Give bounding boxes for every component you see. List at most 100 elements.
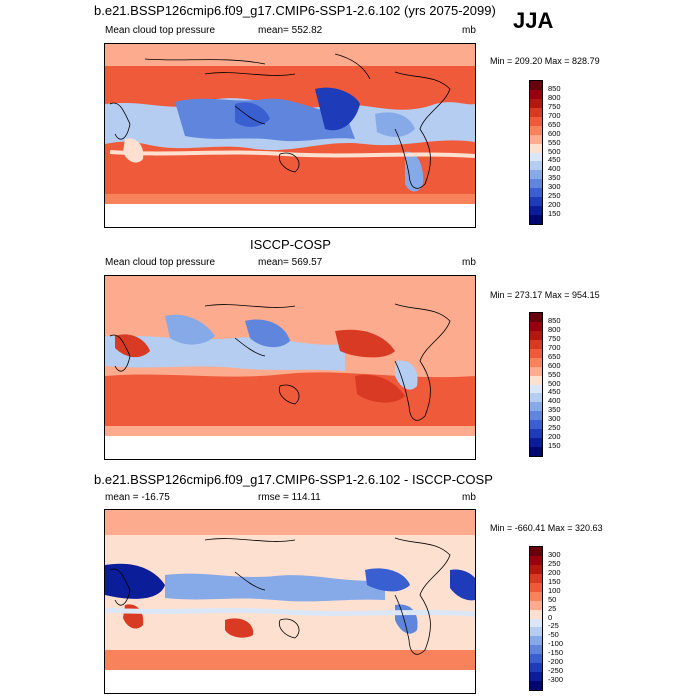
panel-1-title: b.e21.BSSP126cmip6.f09_g17.CMIP6-SSP1-2.…: [94, 3, 496, 18]
colorbar-swatch: [530, 582, 542, 592]
panel-1-map-field: [105, 44, 475, 227]
panel-1-units: mb: [462, 25, 476, 36]
colorbar-swatch: [530, 645, 542, 655]
panel-1-colorbar-labels: 850 800 750 700 650 600 550 500 450 400 350 300 250 2…: [548, 80, 588, 225]
colorbar-tick-label: 850: [548, 315, 561, 325]
colorbar-tick-label: 650: [548, 351, 561, 361]
colorbar-swatch: [530, 547, 542, 556]
colorbar-swatch: [530, 215, 542, 224]
colorbar-tick-label: 150: [548, 441, 561, 451]
colorbar-tick-label: 400: [548, 164, 561, 174]
panel-2-units: mb: [462, 257, 476, 268]
colorbar-tick-label: 400: [548, 396, 561, 406]
colorbar-swatch: [530, 393, 542, 403]
colorbar-swatch: [530, 420, 542, 430]
colorbar-swatch: [530, 600, 542, 610]
panel-2-title: ISCCP-COSP: [250, 237, 331, 252]
colorbar-tick-label: 300: [548, 414, 561, 424]
colorbar-swatch: [530, 564, 542, 574]
colorbar-swatch: [530, 654, 542, 664]
colorbar-tick-label: 150: [548, 209, 561, 219]
panel-3-minmax: Min = -660.41 Max = 320.63: [490, 523, 603, 533]
panel-3-title: b.e21.BSSP126cmip6.f09_g17.CMIP6-SSP1-2.…: [94, 472, 493, 487]
colorbar-tick-label: 200: [548, 432, 561, 442]
colorbar-tick-label: 800: [548, 92, 561, 102]
colorbar-tick-label: 600: [548, 360, 561, 370]
panel-2-variable-label: Mean cloud top pressure: [105, 257, 216, 268]
colorbar-swatch: [530, 107, 542, 117]
panel-1-minmax: Min = 209.20 Max = 828.79: [490, 56, 600, 66]
panel-3-map-field: [105, 510, 475, 693]
colorbar-tick-label: 0: [548, 612, 553, 622]
colorbar-swatch: [530, 125, 542, 135]
colorbar-tick-label: 600: [548, 128, 561, 138]
colorbar-swatch: [530, 170, 542, 180]
panel-3-colorbar: [529, 546, 543, 691]
colorbar-swatch: [530, 89, 542, 99]
colorbar-swatch: [530, 573, 542, 583]
colorbar-swatch: [530, 357, 542, 367]
colorbar-tick-label: -300: [548, 675, 564, 685]
colorbar-swatch: [530, 313, 542, 322]
colorbar-swatch: [530, 366, 542, 376]
colorbar-swatch: [530, 197, 542, 207]
colorbar-swatch: [530, 447, 542, 456]
colorbar-tick-label: 250: [548, 191, 561, 201]
colorbar-swatch: [530, 384, 542, 394]
colorbar-tick-label: 800: [548, 324, 561, 334]
colorbar-swatch: [530, 81, 542, 90]
panel-2-minmax: Min = 273.17 Max = 954.15: [490, 290, 600, 300]
colorbar-swatch: [530, 663, 542, 673]
colorbar-tick-label: 500: [548, 378, 561, 388]
colorbar-tick-label: 750: [548, 333, 561, 343]
colorbar-swatch: [530, 591, 542, 601]
colorbar-tick-label: 450: [548, 387, 561, 397]
colorbar-tick-label: 850: [548, 83, 561, 93]
colorbar-tick-label: 450: [548, 155, 561, 165]
colorbar-tick-label: 550: [548, 137, 561, 147]
colorbar-swatch: [530, 636, 542, 646]
colorbar-swatch: [530, 206, 542, 216]
colorbar-swatch: [530, 348, 542, 358]
colorbar-tick-label: 50: [548, 594, 557, 604]
colorbar-tick-label: 25: [548, 603, 557, 613]
colorbar-tick-label: -250: [548, 666, 564, 676]
colorbar-swatch: [530, 555, 542, 565]
colorbar-swatch: [530, 375, 542, 385]
colorbar-tick-label: 550: [548, 369, 561, 379]
colorbar-swatch: [530, 339, 542, 349]
panel-1-map: [104, 43, 476, 228]
colorbar-tick-label: 350: [548, 405, 561, 415]
colorbar-swatch: [530, 143, 542, 153]
panel-3-units: mb: [462, 492, 476, 503]
colorbar-tick-label: 200: [548, 200, 561, 210]
colorbar-tick-label: 200: [548, 567, 561, 577]
colorbar-swatch: [530, 152, 542, 162]
colorbar-tick-label: 700: [548, 342, 561, 352]
panel-2-colorbar: [529, 312, 543, 457]
panel-2-mean-label: mean= 569.57: [258, 257, 323, 268]
panel-2-map-field: [105, 276, 475, 459]
colorbar-swatch: [530, 98, 542, 108]
colorbar-swatch: [530, 116, 542, 126]
colorbar-swatch: [530, 672, 542, 682]
colorbar-tick-label: -50: [548, 630, 559, 640]
colorbar-tick-label: -200: [548, 657, 564, 667]
colorbar-tick-label: 500: [548, 146, 561, 156]
colorbar-swatch: [530, 330, 542, 340]
colorbar-swatch: [530, 681, 542, 690]
colorbar-tick-label: 250: [548, 558, 561, 568]
colorbar-tick-label: -100: [548, 639, 564, 649]
colorbar-tick-label: 700: [548, 110, 561, 120]
colorbar-tick-label: 750: [548, 101, 561, 111]
season-label: JJA: [513, 8, 554, 33]
colorbar-swatch: [530, 411, 542, 421]
panel-3-colorbar-labels: 300 250 200 150 100 50 25 0 -25 -50 -100 -150 -200 -2…: [548, 546, 588, 691]
colorbar-swatch: [530, 161, 542, 171]
panel-2-colorbar-labels: 850 800 750 700 650 600 550 500 450 400 350 300 250 2…: [548, 312, 588, 457]
colorbar-swatch: [530, 188, 542, 198]
colorbar-tick-label: 650: [548, 119, 561, 129]
colorbar-swatch: [530, 627, 542, 637]
colorbar-tick-label: 300: [548, 182, 561, 192]
panel-3-rmse-label: rmse = 114.11: [258, 492, 321, 503]
